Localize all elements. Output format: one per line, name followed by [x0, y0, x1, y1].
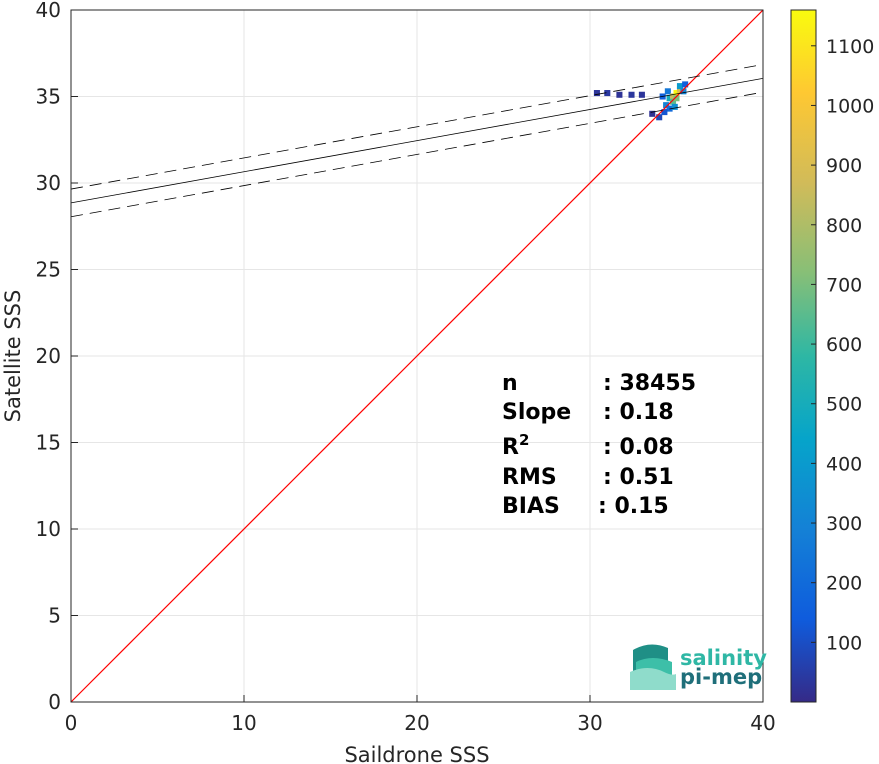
- stat-value: : 0.08: [603, 435, 674, 460]
- density-cell: [671, 103, 678, 110]
- stats-box: n : 38455 Slope : 0.18 R2 : 0.08 RMS : 0.51 BIAS…: [502, 371, 696, 519]
- x-axis-label: Saildrone SSS: [344, 743, 489, 764]
- colorbar-tick-label: 100: [826, 632, 862, 654]
- density-cell: [663, 102, 670, 109]
- density-cell: [670, 93, 677, 100]
- stat-value: : 0.18: [603, 400, 674, 425]
- density-cell: [670, 98, 677, 105]
- stat-label: RMS: [502, 465, 557, 490]
- logo-waves-icon: [630, 644, 676, 690]
- density-cell: [638, 91, 645, 98]
- density-cell: [682, 81, 689, 88]
- x-tick-label: 20: [404, 711, 429, 735]
- density-cell: [676, 86, 683, 93]
- colorbar-tick-label: 600: [826, 334, 862, 356]
- regression-lower-bound: [70, 91, 764, 218]
- identity-line: [70, 9, 764, 703]
- stat-value: : 0.51: [603, 465, 674, 490]
- colorbar-tick-label: 400: [826, 453, 862, 475]
- colorbar-tick-label: 700: [826, 274, 862, 296]
- y-tick-label: 35: [36, 85, 61, 109]
- density-cell: [649, 110, 656, 117]
- density-cell: [628, 91, 635, 98]
- stat-label: BIAS: [502, 494, 560, 519]
- x-tick-label: 10: [231, 711, 256, 735]
- fit-lines: [70, 9, 764, 703]
- colorbar-ticks: 100 200 300 400 500 600 700 800 900 1000 1100: [811, 36, 874, 654]
- y-tick-label: 40: [36, 0, 61, 22]
- density-cell: [593, 90, 600, 97]
- density-cell: [616, 91, 623, 98]
- colorbar-tick-label: 1000: [826, 95, 874, 117]
- y-axis-label: Satellite SSS: [1, 290, 25, 423]
- density-cell: [604, 90, 611, 97]
- colorbar: [790, 9, 817, 703]
- y-tick-label: 0: [48, 690, 61, 714]
- stat-label: R2: [502, 431, 529, 460]
- x-axis-ticks: 0 10 20 30 40: [65, 695, 776, 735]
- salinity-pi-mep-logo: salinity pi-mep: [630, 644, 767, 690]
- stat-label: Slope: [502, 400, 571, 425]
- density-cell: [673, 90, 680, 97]
- colorbar-tick-label: 1100: [826, 36, 874, 58]
- colorbar-tick-label: 300: [826, 513, 862, 535]
- stat-value: : 38455: [603, 371, 696, 396]
- y-tick-label: 20: [36, 344, 61, 368]
- stat-label: n: [502, 371, 518, 396]
- y-tick-label: 30: [36, 171, 61, 195]
- regression-line: [70, 77, 764, 204]
- regression-upper-bound: [70, 64, 764, 190]
- y-tick-label: 15: [36, 431, 61, 455]
- stat-value: : 0.15: [598, 494, 669, 519]
- y-tick-label: 25: [36, 258, 61, 282]
- logo-line1: salinity: [680, 646, 767, 670]
- colorbar-tick-label: 200: [826, 573, 862, 595]
- density-cell: [673, 95, 680, 102]
- y-tick-label: 10: [36, 517, 61, 541]
- x-tick-label: 30: [577, 711, 602, 735]
- density-cell: [656, 114, 663, 121]
- density-cell: [661, 109, 668, 116]
- x-tick-label: 40: [750, 711, 775, 735]
- colorbar-tick-label: 500: [826, 394, 862, 416]
- density-cell: [676, 83, 683, 90]
- logo-line2: pi-mep: [680, 665, 762, 689]
- density-cell: [680, 88, 687, 95]
- colorbar-tick-label: 800: [826, 215, 862, 237]
- y-tick-label: 5: [48, 604, 61, 628]
- density-cell: [666, 95, 673, 102]
- colorbar-tick-label: 900: [826, 155, 862, 177]
- density-cell: [664, 88, 671, 95]
- y-axis-ticks: 0 5 10 15 20 25 30 35 40: [36, 0, 78, 714]
- x-tick-label: 0: [65, 711, 78, 735]
